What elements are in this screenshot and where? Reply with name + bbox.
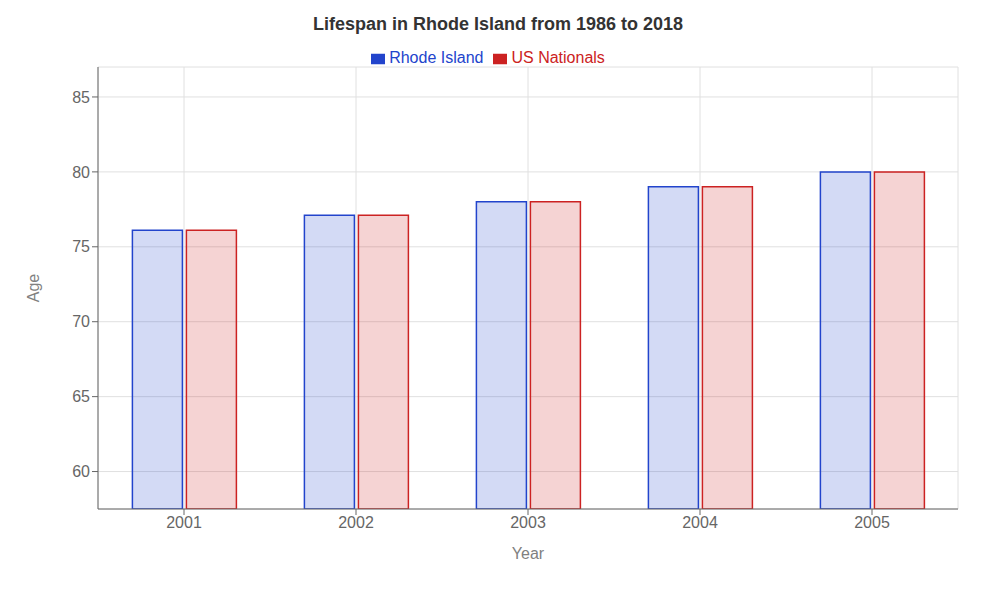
svg-text:Age: Age <box>25 274 42 303</box>
svg-text:2003: 2003 <box>510 514 546 531</box>
svg-text:85: 85 <box>72 89 90 106</box>
svg-text:2005: 2005 <box>854 514 890 531</box>
html-text:Lifespan in Rhode Island from: Lifespan in Rhode Island from 1986 to 20… <box>312 14 683 34</box>
svg-text:75: 75 <box>72 238 90 255</box>
svg-text:2001: 2001 <box>166 514 202 531</box>
html-text:US Nationals: US Nationals <box>511 49 605 66</box>
svg-text:80: 80 <box>72 164 90 181</box>
html-text:Rhode Island: Rhode Island <box>389 49 484 66</box>
svg-text:70: 70 <box>72 313 90 330</box>
svg-text:60: 60 <box>72 463 90 480</box>
svg-text:Year: Year <box>512 545 545 562</box>
svg-text:65: 65 <box>72 388 90 405</box>
svg-text:2004: 2004 <box>682 514 718 531</box>
svg-text:2002: 2002 <box>338 514 374 531</box>
